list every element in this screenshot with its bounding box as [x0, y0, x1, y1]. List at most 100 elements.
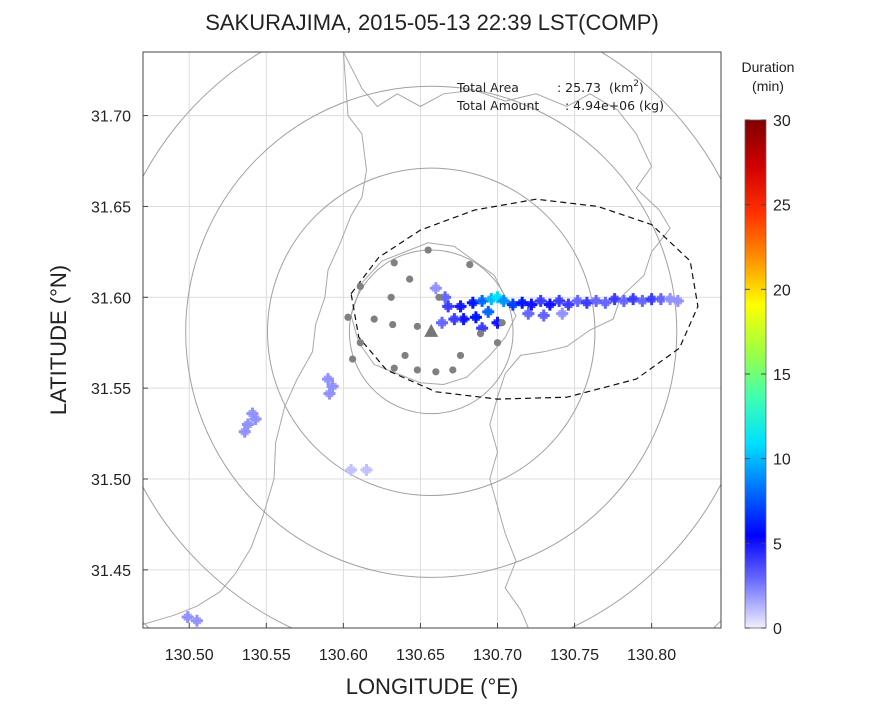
ash-cell — [190, 614, 203, 627]
colorbar-tick-label: 30 — [773, 113, 791, 130]
station-marker — [432, 368, 440, 376]
ash-cell-core — [362, 466, 371, 474]
plot-frame — [142, 51, 722, 629]
ash-cell — [345, 463, 358, 476]
colorbar-tick-label: 5 — [773, 536, 782, 553]
ash-cell-core — [323, 375, 332, 383]
colorbar: Duration (min) 0 5 10 15 20 25 30 — [742, 59, 795, 638]
ash-cell — [181, 611, 194, 624]
x-tick-label: 130.50 — [165, 647, 214, 664]
colorbar-tick-label: 15 — [773, 367, 791, 384]
y-tick-label: 31.70 — [91, 109, 131, 126]
x-tick-label: 130.80 — [627, 647, 676, 664]
ash-cell-core — [524, 310, 533, 318]
station-marker — [406, 275, 414, 283]
ash-cell-core — [251, 415, 260, 423]
ash-cell-core — [487, 295, 496, 303]
total-area-unit-close: ) — [639, 80, 644, 95]
y-tick-label: 31.50 — [91, 472, 131, 489]
ash-cell-core — [666, 295, 675, 303]
ash-cell — [506, 298, 519, 311]
station-marker — [449, 366, 457, 374]
colorbar-tick-label: 25 — [773, 198, 791, 215]
station-marker — [387, 293, 395, 301]
ash-cell-core — [656, 295, 665, 303]
ash-cell-core — [240, 428, 249, 436]
ash-cell-core — [527, 301, 536, 309]
ash-cell-core — [582, 299, 591, 307]
x-tick-label: 130.55 — [242, 647, 291, 664]
ash-cell-core — [539, 311, 548, 319]
ash-cell-core — [545, 301, 554, 309]
dispersion-region — [350, 198, 699, 400]
ash-cell — [671, 294, 684, 307]
station-marker — [435, 293, 443, 301]
station-marker — [413, 322, 421, 330]
ash-cell-core — [478, 324, 487, 332]
x-tick-label: 130.70 — [473, 647, 522, 664]
ash-cell — [645, 293, 658, 306]
ash-cell-core — [478, 297, 487, 305]
ash-cell-core — [619, 297, 628, 305]
ash-cell — [249, 413, 262, 426]
ash-cell — [241, 418, 254, 431]
ash-cell-core — [518, 299, 527, 307]
ash-cell-core — [347, 466, 356, 474]
summary-box: Total Area : 25.73 (km2) Total Amount : … — [456, 79, 664, 113]
ash-cell — [246, 407, 259, 420]
ash-cell-core — [493, 293, 502, 301]
ash-cell-core — [555, 297, 564, 305]
y-tick-label: 31.45 — [91, 563, 131, 580]
ash-cell — [485, 293, 498, 306]
station-marker — [498, 319, 506, 327]
ash-cell — [321, 373, 334, 386]
ash-cell — [599, 296, 612, 309]
ash-cell-core — [456, 302, 465, 310]
ash-cell-core — [183, 613, 192, 621]
ash-cell — [537, 309, 550, 322]
coastline-segment — [143, 52, 368, 625]
ash-cell — [664, 293, 677, 306]
colorbar-ticks: 0 5 10 15 20 25 30 — [745, 113, 791, 638]
x-tick-label: 130.75 — [550, 647, 599, 664]
ash-cell — [436, 316, 449, 329]
ash-cell-core — [558, 310, 567, 318]
ash-cell — [571, 294, 584, 307]
station-marker — [424, 246, 432, 254]
ash-cell — [238, 425, 251, 438]
ash-cell — [491, 291, 504, 304]
station-marker — [344, 313, 352, 321]
ash-cell-core — [629, 295, 638, 303]
ash-cell — [525, 298, 538, 311]
ash-cell — [469, 311, 482, 324]
ash-cell — [476, 294, 489, 307]
total-area-label: Total Area — [456, 80, 519, 95]
total-area-line: Total Area : 25.73 (km2) — [456, 79, 644, 95]
ash-cell-core — [431, 284, 440, 292]
ash-cell-core — [468, 299, 477, 307]
ash-cell — [466, 296, 479, 309]
ash-cell-core — [601, 299, 610, 307]
ash-cell — [562, 298, 575, 311]
ash-cell-core — [438, 319, 447, 327]
ash-cell-core — [328, 382, 337, 390]
station-marker — [389, 320, 397, 329]
x-axis-ticks: 130.50 130.55 130.60 130.65 130.70 130.75 130.… — [165, 623, 676, 664]
ash-cell — [516, 296, 529, 309]
y-tick-label: 31.65 — [91, 199, 131, 216]
total-amount-label: Total Amount — [456, 98, 539, 113]
ash-cell-core — [499, 297, 508, 305]
ash-cell-core — [647, 295, 656, 303]
ash-cell-core — [573, 297, 582, 305]
ash-cell — [556, 307, 569, 320]
x-tick-label: 130.60 — [319, 647, 368, 664]
ash-cell — [543, 298, 556, 311]
station-marker — [413, 366, 421, 374]
colorbar-title: Duration — [742, 59, 795, 75]
coastline — [143, 52, 671, 628]
ash-cell-core — [638, 297, 647, 305]
ash-cell-core — [508, 301, 517, 309]
colorbar-tick-label: 0 — [773, 621, 782, 638]
colorbar-tick-label: 10 — [773, 452, 791, 469]
station-marker — [476, 330, 485, 338]
